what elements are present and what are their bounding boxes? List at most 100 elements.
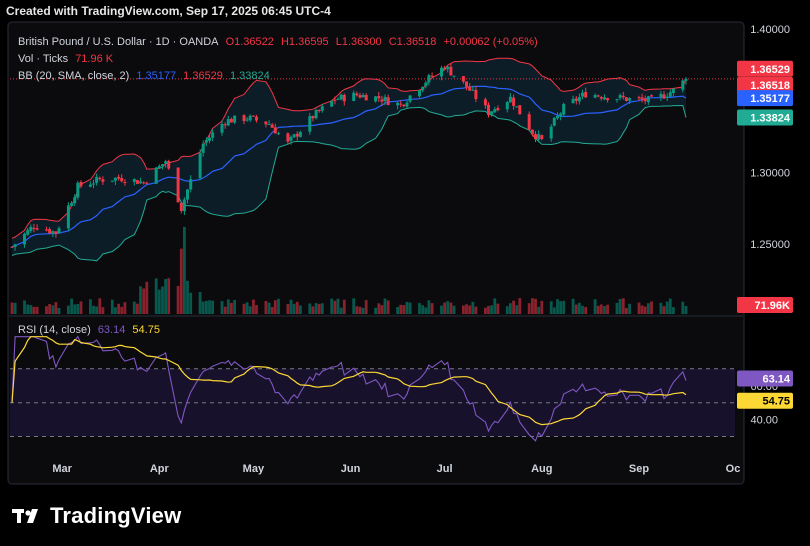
- volume-bar: [201, 301, 205, 314]
- volume-bar: [537, 306, 540, 314]
- candle-body: [198, 153, 202, 179]
- volume-bar: [139, 286, 142, 314]
- rsi-tag-value-bg: [737, 370, 793, 387]
- candle-body: [35, 228, 39, 230]
- volume-bar: [76, 304, 80, 314]
- candle-body: [164, 161, 168, 164]
- candle-body: [646, 96, 650, 103]
- volume-bar: [418, 303, 421, 314]
- candle-body: [10, 246, 14, 248]
- volume-bar: [267, 302, 271, 314]
- candle-body: [449, 66, 453, 76]
- volume-bar: [23, 300, 26, 314]
- volume-bar: [562, 300, 566, 314]
- time-tick-label: Mar: [52, 463, 72, 475]
- candle-body: [336, 99, 340, 100]
- volume-bar: [355, 306, 359, 314]
- volume-bar: [496, 303, 500, 314]
- candle-body: [374, 96, 378, 102]
- bb-legend: BB (20, SMA, close, 2) 1.35177 1.36529 1…: [18, 70, 274, 82]
- volume-bar: [468, 305, 472, 314]
- volume-bar: [672, 307, 675, 314]
- volume-bar: [487, 305, 490, 314]
- legend-open: O1.36522: [225, 36, 274, 48]
- legend-vol-label: Vol · Ticks: [18, 53, 69, 65]
- candle-body: [110, 180, 114, 182]
- volume-bar: [662, 306, 666, 314]
- candle-body: [255, 116, 258, 121]
- candle-body: [179, 202, 183, 211]
- candle-body: [446, 66, 450, 70]
- candle-body: [251, 115, 255, 117]
- candle-body: [70, 202, 74, 206]
- candle-body: [471, 89, 475, 91]
- candle-body: [465, 81, 468, 87]
- candle-body: [505, 102, 509, 110]
- candle-body: [204, 140, 208, 143]
- volume-bar: [637, 302, 641, 314]
- candle-body: [23, 233, 26, 245]
- volume-bar: [183, 226, 186, 314]
- volume-bar: [176, 285, 180, 314]
- bb-upper-line: [11, 57, 687, 239]
- volume-bar: [377, 303, 381, 314]
- volume-bar: [270, 307, 274, 314]
- candle-body: [571, 98, 575, 103]
- rsi-legend: RSI (14, close) 63.14 54.75: [18, 324, 164, 336]
- legend-bb-basis: 1.35177: [136, 70, 177, 82]
- volume-bar: [35, 306, 39, 314]
- volume-bar: [408, 302, 412, 314]
- volume-bar: [606, 304, 609, 314]
- candle-body: [490, 111, 494, 115]
- volume-bar: [552, 307, 556, 314]
- volume-bar: [198, 292, 202, 314]
- candle-body: [92, 183, 95, 185]
- volume-bar: [167, 278, 171, 314]
- volume-bar: [643, 306, 647, 314]
- volume-bar: [299, 305, 302, 314]
- legend-bb-upper: 1.36529: [183, 70, 223, 82]
- volume-bar: [289, 299, 293, 314]
- candle-body: [405, 102, 409, 107]
- candle-body: [483, 99, 487, 106]
- price-tick-label: 1.40000: [750, 24, 790, 36]
- candle-body: [135, 180, 139, 184]
- volume-bar: [54, 302, 58, 314]
- candle-body: [659, 93, 663, 97]
- time-tick-label: Jul: [437, 463, 453, 475]
- volume-bar: [625, 307, 628, 314]
- volume-bar: [242, 303, 246, 314]
- volume-bar: [114, 307, 117, 314]
- volume-bar: [333, 300, 337, 314]
- candle-body: [295, 133, 299, 137]
- candle-body: [201, 143, 205, 153]
- candle-body: [182, 199, 186, 212]
- candle-body: [233, 115, 237, 123]
- volume-bar: [79, 301, 83, 314]
- legend-bb-lower: 1.33824: [229, 70, 270, 82]
- candle-body: [314, 110, 318, 119]
- volume-bar: [424, 307, 428, 314]
- candle-body: [386, 97, 390, 105]
- candle-body: [13, 244, 17, 247]
- candle-body: [157, 165, 161, 169]
- volume-bar: [98, 298, 102, 314]
- candle-body: [662, 94, 666, 99]
- volume-bar: [189, 292, 193, 314]
- candle-body: [320, 106, 324, 111]
- candle-body: [624, 97, 628, 101]
- candle-body: [79, 182, 83, 187]
- candle-body: [496, 108, 500, 111]
- volume-bar: [474, 306, 478, 314]
- candle-body: [577, 97, 581, 102]
- candle-body: [427, 75, 431, 83]
- candle-body: [32, 227, 36, 229]
- candle-body: [637, 97, 641, 99]
- candle-body: [45, 229, 48, 231]
- tradingview-logo: TradingView: [12, 503, 181, 529]
- bb-fill: [12, 58, 686, 261]
- volume-bar: [273, 300, 277, 314]
- volume-bar: [659, 302, 663, 314]
- volume-bar: [164, 279, 167, 314]
